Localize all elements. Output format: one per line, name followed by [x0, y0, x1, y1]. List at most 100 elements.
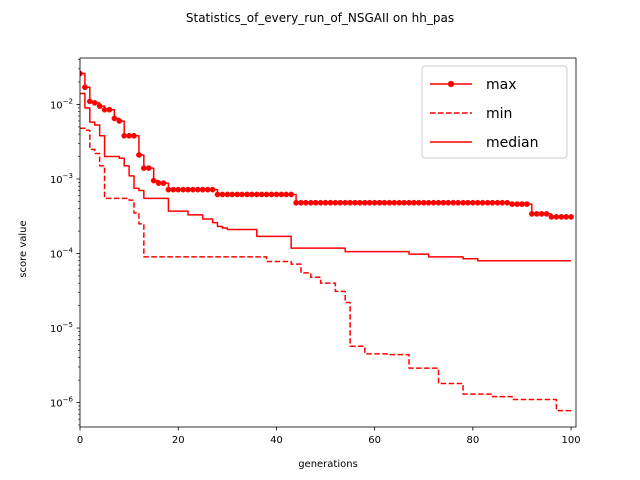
y-axis-label: score value [18, 220, 29, 277]
data-point-max [352, 199, 358, 206]
data-point-max [229, 191, 236, 198]
data-point-max [347, 199, 353, 206]
data-point-max [101, 106, 108, 113]
data-point-max [258, 191, 265, 198]
legend-box [421, 65, 568, 159]
data-point-max [185, 186, 191, 193]
data-point-max [322, 199, 329, 206]
data-point-max [303, 199, 309, 206]
y-tick-label: 10−2 [50, 97, 73, 111]
data-point-max [337, 199, 344, 206]
data-point-max [484, 199, 491, 206]
data-point-max [82, 84, 88, 91]
data-point-max [558, 214, 565, 220]
data-point-max [224, 191, 231, 198]
data-point-max [470, 199, 476, 206]
data-point-max [140, 165, 147, 171]
data-point-max [253, 191, 260, 198]
x-tick-label: 80 [467, 435, 480, 446]
data-point-max [563, 214, 570, 220]
data-point-max [116, 118, 123, 124]
data-point-max [91, 100, 98, 106]
data-point-max [445, 199, 452, 206]
axes: 0 20 40 60 80 100 10−6 10−5 10−4 10−3 10−2 [50, 57, 581, 446]
data-point-max [524, 201, 530, 207]
data-point-max [435, 199, 442, 206]
data-point-max [543, 211, 550, 217]
legend-label-min: min [486, 106, 512, 122]
data-point-max [214, 191, 221, 198]
data-point-max [396, 199, 403, 206]
data-point-max [504, 199, 511, 206]
x-tick-label: 100 [562, 435, 581, 446]
data-point-max [239, 191, 245, 198]
plot-area [80, 70, 574, 412]
data-point-max [519, 201, 525, 207]
data-point-max [406, 199, 412, 206]
data-point-max [219, 191, 226, 198]
data-point-max [126, 132, 132, 139]
data-point-max [381, 199, 388, 206]
data-point-max [499, 199, 506, 206]
data-point-max [450, 199, 457, 206]
data-point-max [234, 191, 240, 198]
series-line-min [80, 127, 572, 412]
data-point-max [553, 214, 560, 220]
data-point-max [465, 199, 471, 206]
data-point-max [361, 199, 368, 206]
data-point-max [391, 199, 398, 206]
data-point-max [165, 186, 172, 193]
data-point-max [514, 201, 520, 207]
data-point-max [430, 199, 437, 206]
data-point-max [244, 191, 250, 198]
data-point-max [160, 180, 167, 186]
data-point-max [175, 186, 182, 193]
data-point-max [317, 199, 324, 206]
data-point-max [420, 199, 427, 206]
data-point-max [249, 191, 255, 198]
data-point-max [268, 191, 275, 198]
y-tick-label: 10−6 [50, 396, 74, 410]
data-point-max [479, 199, 486, 206]
data-point-max [121, 132, 128, 139]
data-point-max [376, 199, 383, 206]
data-point-max [180, 186, 186, 193]
data-point-max [332, 199, 339, 206]
data-point-max [195, 186, 201, 193]
data-point-max [474, 199, 481, 206]
data-point-max [106, 106, 113, 113]
y-tick-label: 10−5 [50, 321, 73, 335]
data-point-max [533, 211, 540, 217]
data-point-max [170, 186, 177, 193]
data-point-max [136, 152, 142, 158]
data-point-max [111, 115, 118, 122]
data-point-max [386, 199, 393, 206]
data-point-max [489, 199, 496, 206]
series-line-median [80, 92, 572, 262]
data-point-max [538, 211, 545, 217]
data-point-max [298, 199, 304, 206]
data-point-max [568, 214, 574, 220]
legend: max min median [421, 65, 568, 159]
data-point-max [455, 199, 461, 206]
data-point-max [440, 199, 447, 206]
x-tick-label: 40 [270, 435, 283, 446]
data-point-max [366, 199, 373, 206]
legend-marker-max [447, 80, 455, 88]
data-point-max [528, 211, 535, 217]
data-point-max [460, 199, 466, 206]
data-point-max [283, 191, 290, 198]
data-point-max [273, 191, 280, 198]
y-tick-label: 10−3 [50, 172, 73, 186]
data-point-max [86, 98, 93, 105]
data-point-max [155, 180, 162, 186]
data-point-max [190, 186, 196, 193]
data-point-max [509, 201, 516, 207]
data-point-max [416, 199, 422, 206]
data-point-max [145, 165, 152, 171]
chart-title: Statistics_of_every_run_of_NSGAII on hh_… [186, 11, 454, 25]
x-tick-label: 20 [172, 435, 185, 446]
data-point-max [327, 199, 334, 206]
x-tick-label: 60 [368, 435, 381, 446]
